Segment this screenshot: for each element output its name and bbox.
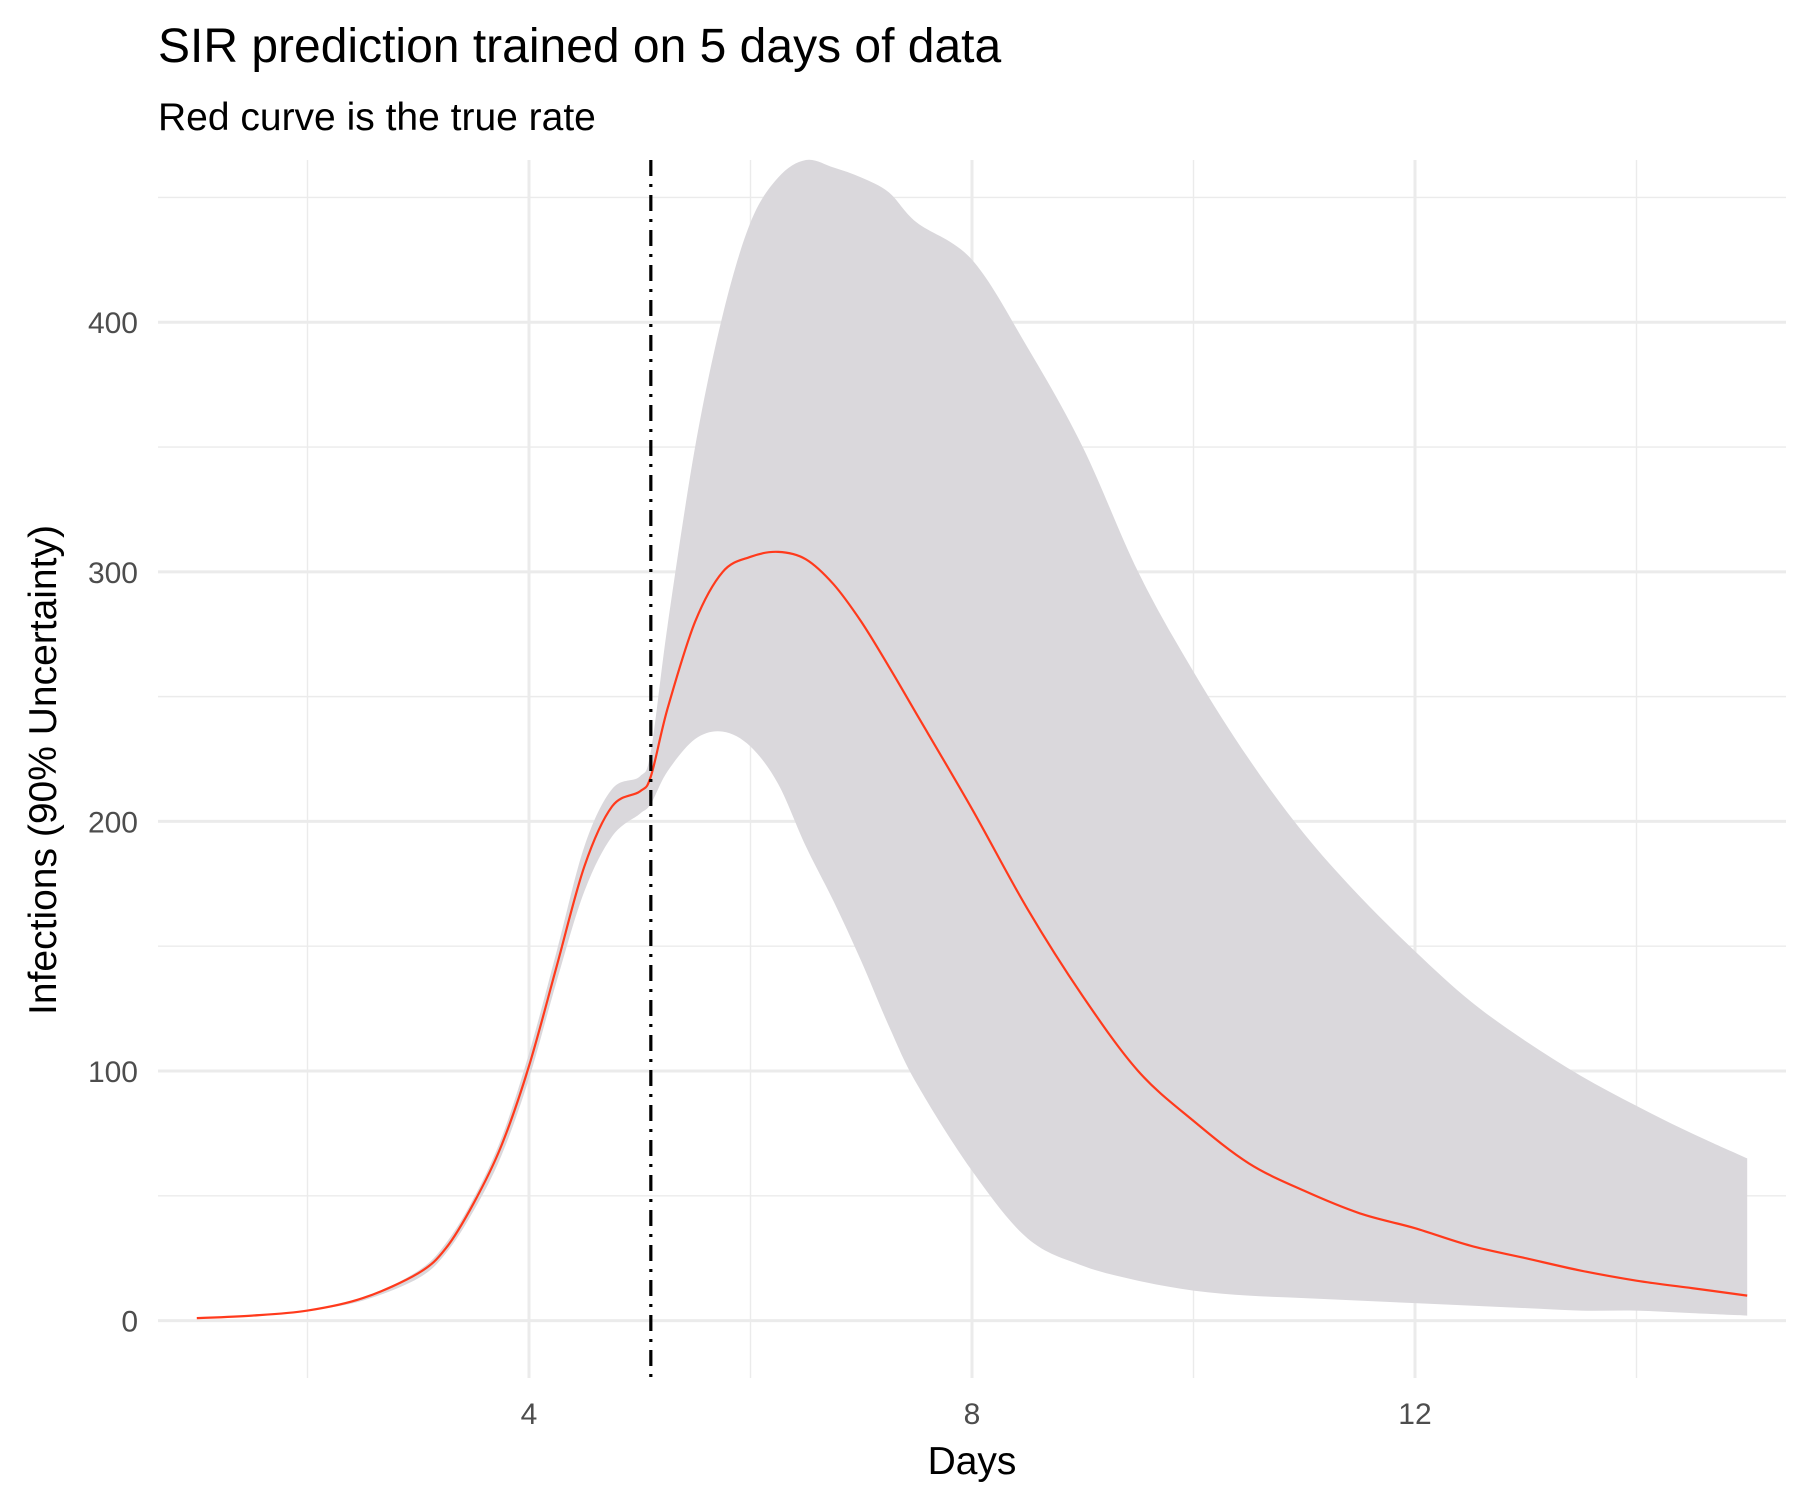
- y-axis-label: Infections (90% Uncertainty): [22, 525, 65, 1015]
- y-tick-label: 200: [88, 806, 138, 839]
- x-tick-label: 4: [521, 1398, 538, 1431]
- y-tick-label: 0: [121, 1306, 138, 1339]
- x-tick-label: 12: [1398, 1398, 1431, 1431]
- x-axis-label: Days: [928, 1440, 1017, 1483]
- chart-title: SIR prediction trained on 5 days of data: [158, 20, 1001, 73]
- x-tick-label: 8: [964, 1398, 981, 1431]
- chart-subtitle: Red curve is the true rate: [158, 96, 596, 139]
- uncertainty-band: [196, 159, 1748, 1319]
- y-tick-labels: 0 100 200 300 400: [88, 307, 138, 1338]
- x-tick-labels: 4 8 12: [521, 1398, 1432, 1431]
- true-rate-curve: [196, 550, 1748, 1320]
- y-tick-label: 100: [88, 1056, 138, 1089]
- y-tick-label: 400: [88, 307, 138, 340]
- y-tick-label: 300: [88, 557, 138, 590]
